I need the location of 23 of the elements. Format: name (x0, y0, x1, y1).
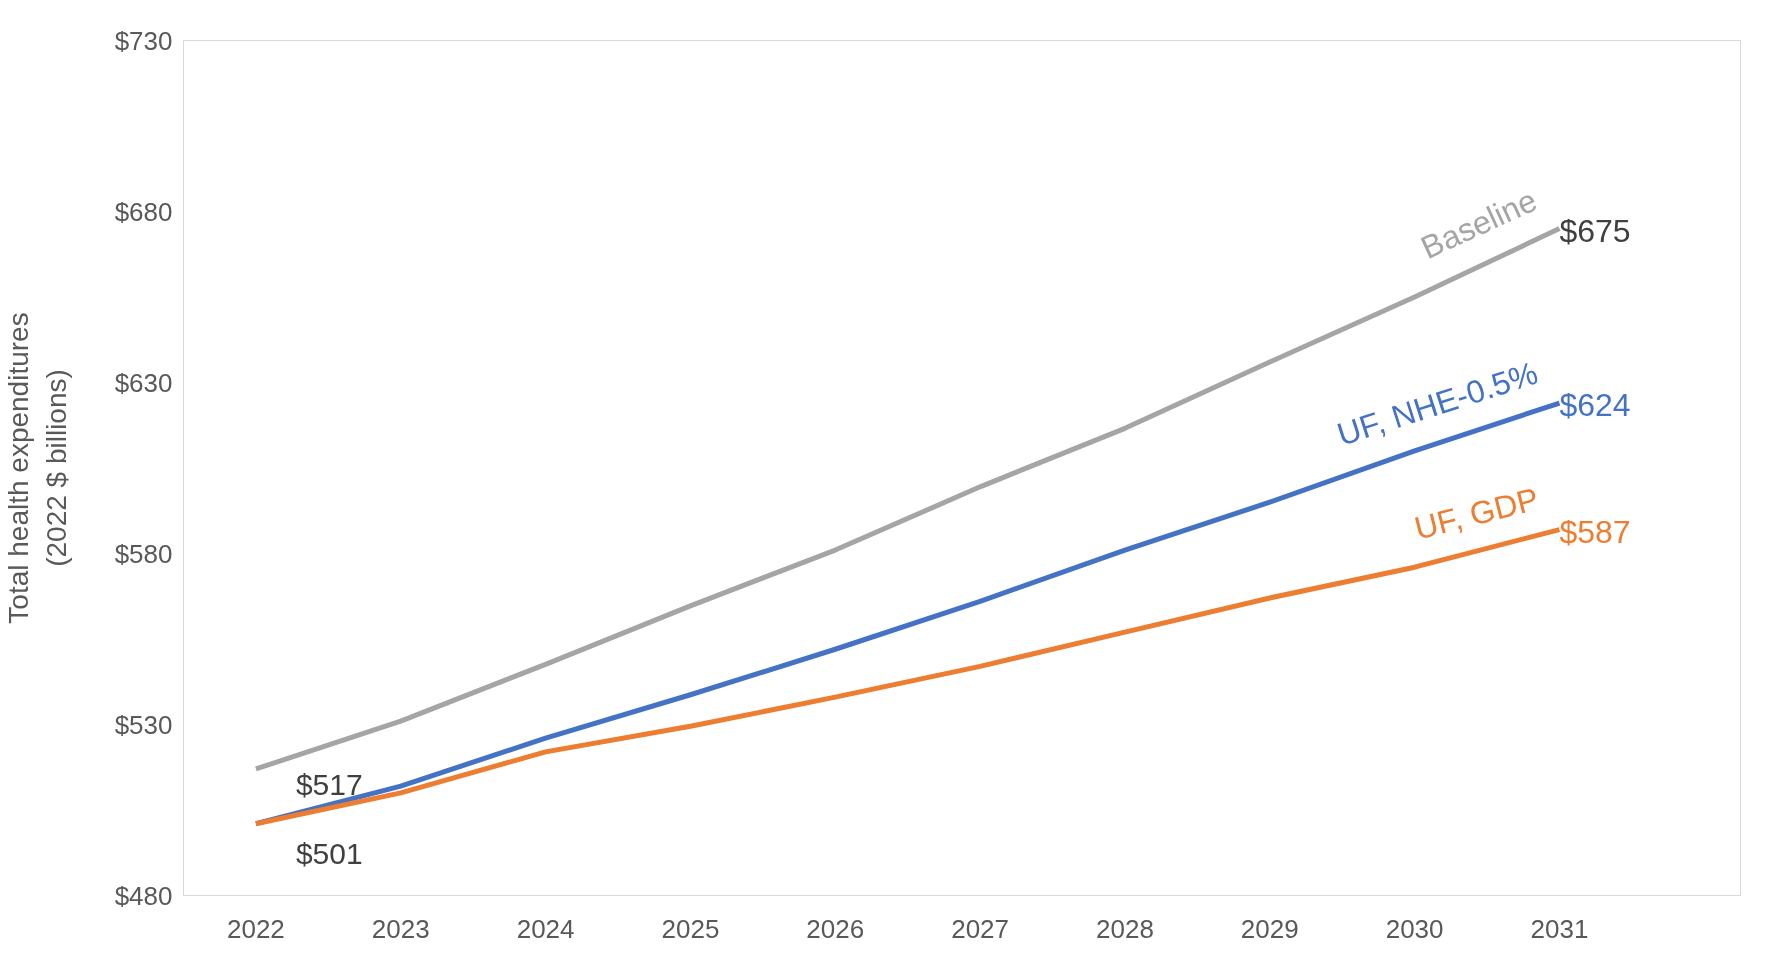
y-tick-label: $480 (114, 880, 173, 911)
data-label: $587 (1559, 513, 1631, 550)
y-tick-label: $730 (114, 25, 173, 56)
x-tick-label: 2025 (661, 913, 720, 944)
x-tick-label: 2028 (1096, 913, 1154, 944)
x-tick-label: 2026 (806, 913, 865, 944)
y-tick-label: $680 (114, 196, 173, 227)
x-tick-label: 2030 (1385, 913, 1444, 944)
data-label: $675 (1559, 212, 1631, 249)
y-tick-label: $580 (114, 538, 173, 569)
x-tick-label: 2023 (371, 913, 430, 944)
x-tick-label: 2024 (516, 913, 575, 944)
x-tick-label: 2031 (1530, 913, 1589, 944)
data-label: $624 (1559, 387, 1631, 424)
x-tick-label: 2029 (1240, 913, 1299, 944)
data-label: $501 (295, 837, 363, 871)
x-tick-label: 2027 (951, 913, 1010, 944)
data-label: $517 (295, 768, 363, 802)
y-tick-label: $630 (114, 367, 173, 398)
y-tick-label: $530 (114, 709, 173, 740)
x-tick-label: 2022 (227, 913, 285, 944)
y-axis-title: Total health expenditures (2022 $ billions) (3, 312, 72, 624)
text: UF, GDP (1410, 480, 1543, 547)
